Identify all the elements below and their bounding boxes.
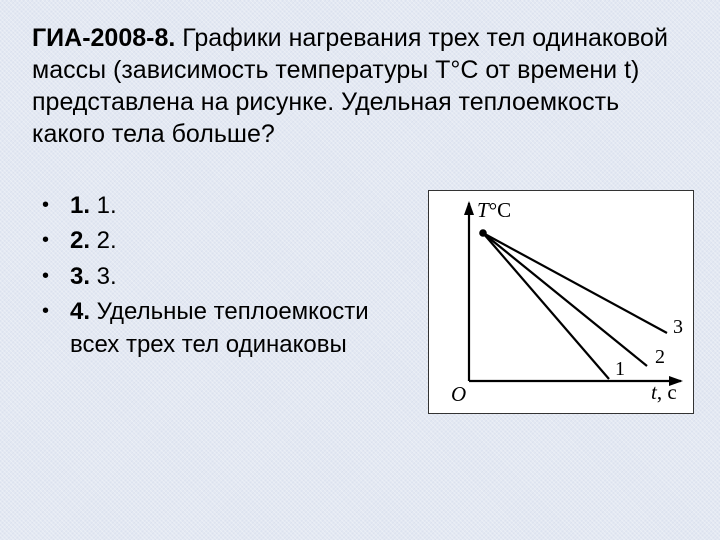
slide: ГИА-2008-8. Графики нагревания трех тел … (0, 0, 720, 414)
title-code: ГИА-2008-8. (32, 24, 175, 52)
chart-figure: 1 23 T°C t, с O (428, 190, 694, 414)
bullet-icon: • (42, 190, 70, 219)
option-4: • 4. Удельные теплоемкости всех трех тел… (42, 296, 414, 361)
option-2: • 2. 2. (42, 225, 414, 257)
bullet-icon: • (42, 296, 70, 325)
svg-text:t, с: t, с (651, 380, 677, 404)
option-3: • 3. 3. (42, 261, 414, 293)
answer-options: • 1. 1. • 2. 2. • 3. 3. • 4. Удельные те… (32, 190, 414, 364)
option-1: • 1. 1. (42, 190, 414, 222)
svg-text:3: 3 (673, 316, 683, 338)
option-text: 2. 2. (70, 225, 117, 257)
bullet-icon: • (42, 261, 70, 290)
option-text: 4. Удельные теплоемкости всех трех тел о… (70, 296, 414, 361)
bullet-icon: • (42, 225, 70, 254)
option-text: 3. 3. (70, 261, 117, 293)
svg-text:2: 2 (655, 346, 665, 368)
chart-svg: 1 23 T°C t, с O (429, 191, 693, 413)
question-title: ГИА-2008-8. Графики нагревания трех тел … (32, 22, 688, 150)
svg-text:1: 1 (615, 358, 625, 380)
svg-text:O: O (451, 382, 466, 406)
option-text: 1. 1. (70, 190, 117, 222)
svg-text:T°C: T°C (477, 198, 511, 222)
content-row: • 1. 1. • 2. 2. • 3. 3. • 4. Удельные те… (32, 190, 688, 414)
